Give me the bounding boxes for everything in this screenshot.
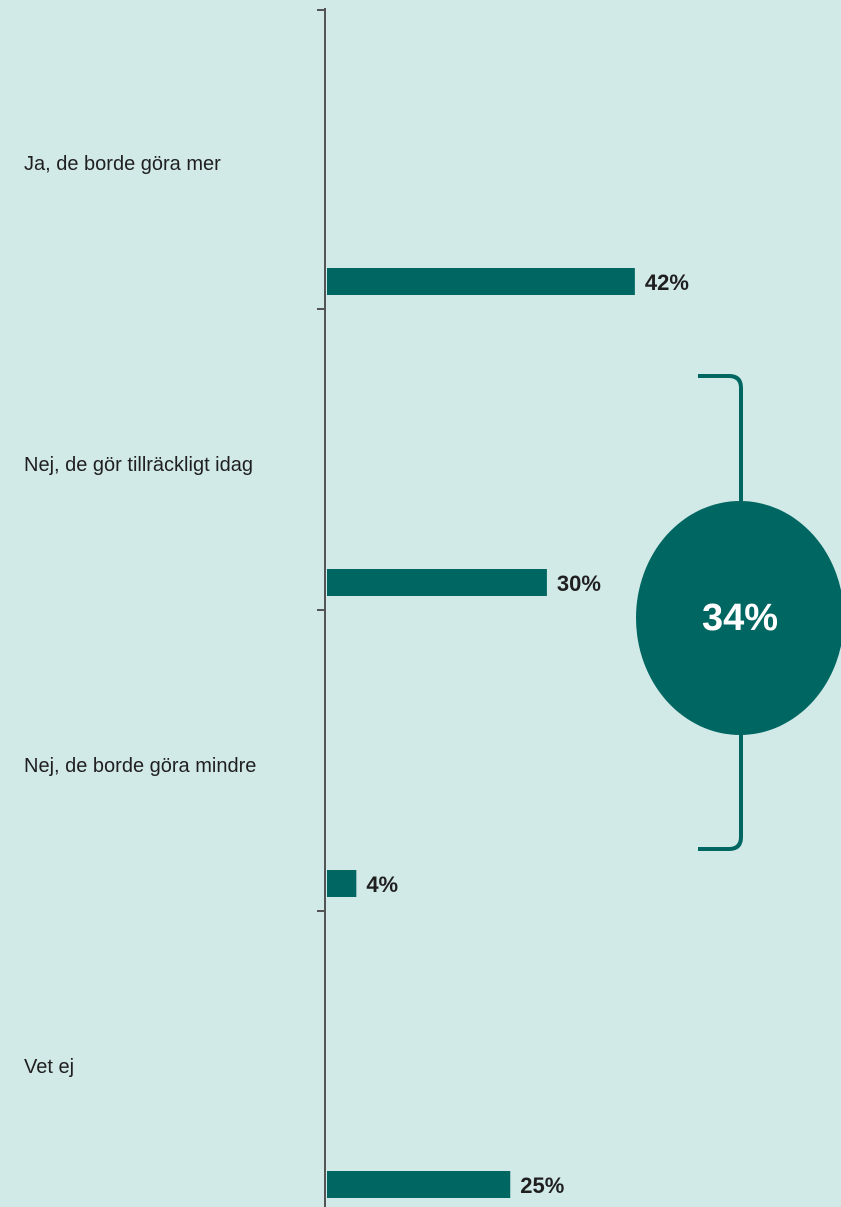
- bar: [327, 569, 547, 596]
- value-labels: 42% 30% 4% 25%: [366, 270, 689, 1198]
- callout-label: 34%: [702, 597, 778, 639]
- value-label: 42%: [645, 270, 689, 295]
- bars: [327, 268, 635, 1198]
- category-label: Nej, de borde göra mindre: [24, 755, 256, 777]
- category-labels: Ja, de borde göra mer Nej, de gör tillräc…: [24, 153, 256, 1078]
- bar: [327, 1171, 511, 1198]
- value-label: 4%: [366, 872, 398, 897]
- callout-circle: [636, 501, 841, 735]
- y-axis-ticks: [317, 9, 325, 912]
- bar: [327, 268, 635, 295]
- callout-group: 34%: [636, 374, 841, 851]
- value-label: 30%: [557, 571, 601, 596]
- category-label: Ja, de borde göra mer: [24, 153, 221, 175]
- category-label: Vet ej: [24, 1056, 74, 1078]
- bar: [327, 870, 357, 897]
- value-label: 25%: [520, 1173, 564, 1198]
- category-label: Nej, de gör tillräckligt idag: [24, 454, 253, 476]
